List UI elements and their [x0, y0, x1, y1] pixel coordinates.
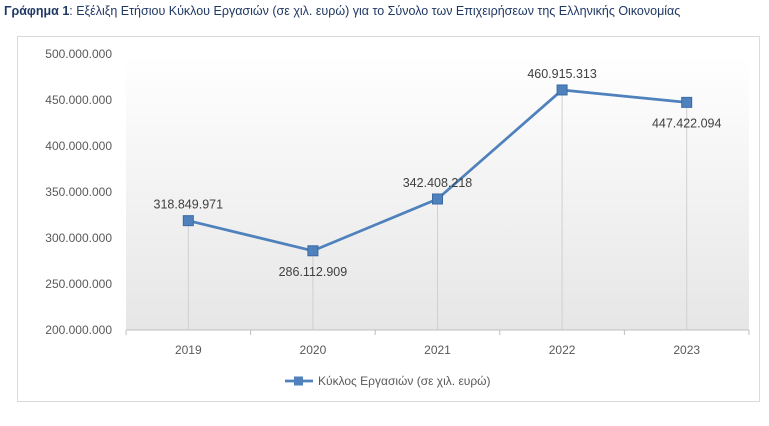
caption-prefix: Γράφημα 1 [4, 4, 70, 18]
y-tick-label: 250.000.000 [45, 277, 112, 291]
data-point-marker [307, 245, 319, 257]
data-label: 318.849.971 [154, 198, 224, 212]
caption-text: : Εξέλιξη Ετήσιου Κύκλου Εργασιών (σε χι… [69, 4, 681, 18]
y-tick-label: 300.000.000 [45, 231, 112, 245]
data-point-marker [681, 96, 693, 108]
y-tick-label: 450.000.000 [45, 93, 112, 107]
data-label: 460.915.313 [527, 67, 597, 81]
y-tick-label: 350.000.000 [45, 185, 112, 199]
x-tick-label: 2020 [300, 343, 327, 357]
data-label: 286.112.909 [279, 265, 348, 279]
x-tick-label: 2019 [175, 343, 202, 357]
data-point-marker [556, 84, 568, 96]
data-point-marker [182, 215, 194, 227]
chart-caption: Γράφημα 1: Εξέλιξη Ετήσιου Κύκλου Εργασι… [4, 4, 680, 18]
data-label: 342.408.218 [403, 176, 473, 190]
legend-label: Κύκλος Εργασιών (σε χιλ. ευρώ) [318, 374, 491, 388]
x-tick-label: 2023 [673, 343, 700, 357]
legend-marker-swatch [294, 376, 303, 386]
y-tick-label: 500.000.000 [45, 47, 112, 61]
x-tick-label: 2021 [424, 343, 451, 357]
data-label: 447.422.094 [652, 116, 722, 130]
x-tick-label: 2022 [549, 343, 576, 357]
y-tick-label: 200.000.000 [45, 323, 112, 337]
data-point-marker [432, 193, 443, 205]
y-tick-label: 400.000.000 [45, 139, 112, 153]
